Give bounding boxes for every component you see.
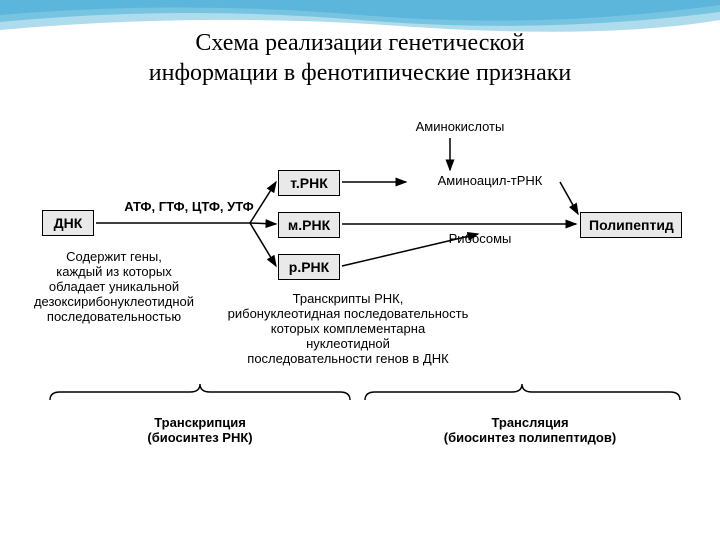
title-line2: информации в фенотипические признаки — [149, 60, 571, 86]
label-transcription: Транскрипция (биосинтез РНК) — [100, 416, 300, 446]
title-line1: Схема реализации генетической — [195, 30, 524, 56]
node-polypeptide: Полипептид — [580, 212, 682, 238]
label-aminoacyl-trnk: Аминоацил-тРНК — [410, 174, 570, 189]
node-trnk: т.РНК — [278, 170, 340, 196]
flowchart: ДНК т.РНК м.РНК р.РНК Полипептид Аминоки… — [20, 120, 700, 480]
slide-title: Схема реализации генетической информации… — [0, 28, 720, 88]
label-dnk-description: Содержит гены, каждый из которых обладае… — [14, 250, 214, 325]
label-atp: АТФ, ГТФ, ЦТФ, УТФ — [110, 200, 268, 215]
label-aminoacids: Аминокислоты — [390, 120, 530, 135]
label-ribosomes: Рибосомы — [430, 232, 530, 247]
label-rnk-description: Транскрипты РНК, рибонуклеотидная послед… — [218, 292, 478, 367]
node-dnk: ДНК — [42, 210, 94, 236]
node-mrnk: м.РНК — [278, 212, 340, 238]
node-rrnk: р.РНК — [278, 254, 340, 280]
label-translation: Трансляция (биосинтез полипептидов) — [420, 416, 640, 446]
